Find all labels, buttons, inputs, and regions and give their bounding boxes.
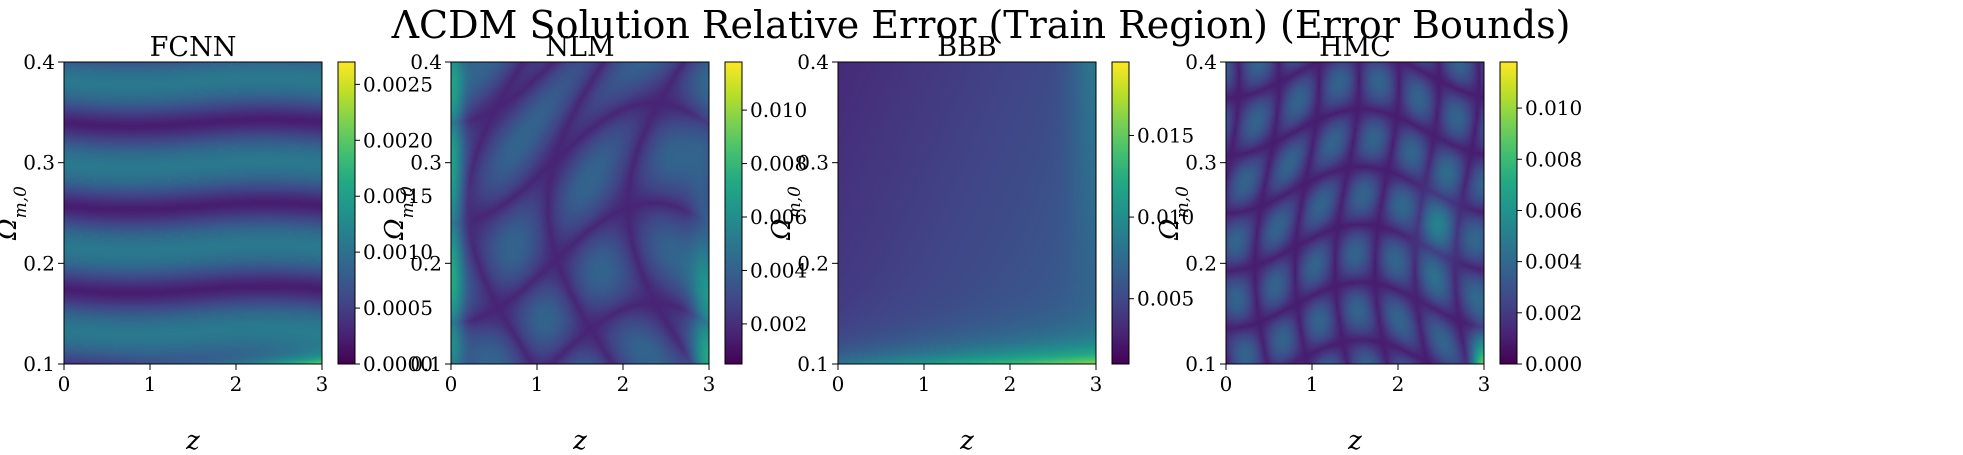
colorbar-tick-label: 0.006 [750, 205, 807, 229]
colorbar-tick-label: 0.004 [1525, 250, 1582, 274]
x-tick-label: 2 [1392, 372, 1405, 396]
colorbar-tick-label: 0.0010 [363, 240, 433, 264]
panel-title: FCNN [150, 32, 237, 63]
plot-frame [837, 61, 1097, 365]
colorbar-tick-label: 0.015 [1137, 123, 1194, 147]
colorbar [1111, 61, 1130, 365]
colorbar-tick-label: 0.008 [750, 152, 807, 176]
colorbar-tick-label: 0.006 [1525, 198, 1582, 222]
x-tick-label: 2 [230, 372, 243, 396]
x-tick-label: 1 [918, 372, 931, 396]
colorbar-tick-label: 0.002 [1525, 301, 1582, 325]
figure-title: ΛCDM Solution Relative Error (Train Regi… [391, 3, 1571, 47]
y-tick-label: 0.4 [797, 50, 829, 74]
plot-frame [450, 61, 710, 365]
x-tick-label: 1 [144, 372, 157, 396]
x-axis-label: z [959, 426, 974, 455]
y-tick-label: 0.4 [23, 50, 55, 74]
colorbar-tick-label: 0.004 [750, 258, 807, 282]
colorbar-tick-label: 0.008 [1525, 147, 1582, 171]
y-tick-label: 0.1 [1185, 352, 1217, 376]
colorbar [1499, 61, 1518, 365]
heatmap-image [451, 62, 709, 364]
panel-title: BBB [937, 32, 997, 63]
x-tick-label: 0 [832, 372, 845, 396]
y-tick-label: 0.3 [1185, 151, 1217, 175]
y-tick-label: 0.4 [410, 50, 442, 74]
x-tick-label: 2 [1004, 372, 1017, 396]
y-tick-label: 0.4 [1185, 50, 1217, 74]
y-tick-label: 0.2 [410, 251, 442, 275]
colorbar-tick-label: 0.0025 [363, 72, 433, 96]
colorbar-tick-label: 0.0015 [363, 184, 433, 208]
colorbar-tick-label: 0.010 [1137, 205, 1194, 229]
y-tick-label: 0.1 [410, 352, 442, 376]
colorbar-tick-label: 0.010 [1525, 96, 1582, 120]
x-tick-label: 0 [445, 372, 458, 396]
x-axis-label: z [185, 426, 200, 455]
x-tick-label: 3 [316, 372, 329, 396]
y-axis-label: Ωm,0 [0, 186, 31, 241]
colorbar [337, 61, 356, 365]
colorbar-tick-label: 0.002 [750, 312, 807, 336]
y-tick-label: 0.1 [797, 352, 829, 376]
x-tick-label: 1 [531, 372, 544, 396]
colorbar-tick-label: 0.0020 [363, 128, 433, 152]
y-tick-label: 0.1 [23, 352, 55, 376]
x-tick-label: 1 [1306, 372, 1319, 396]
heatmap-image [838, 62, 1096, 364]
y-tick-label: 0.3 [23, 151, 55, 175]
plot-frame [63, 61, 323, 365]
x-tick-label: 3 [1478, 372, 1491, 396]
x-tick-label: 0 [1220, 372, 1233, 396]
plot-frame [1225, 61, 1485, 365]
panel-fcnn: FCNN 0 1 2 3 0.1 0.2 0.3 0.4 z Ωm,0 0.0000 0.0005 0.0… [0, 32, 433, 455]
colorbar-tick-label: 0.000 [1525, 352, 1582, 376]
x-tick-label: 3 [1090, 372, 1103, 396]
colorbar [724, 61, 743, 365]
x-axis-label: z [1347, 426, 1362, 455]
heatmap-image [64, 62, 322, 364]
colorbar-tick-label: 0.005 [1137, 287, 1194, 311]
y-tick-label: 0.2 [23, 251, 55, 275]
colorbar-tick-label: 0.0005 [363, 296, 433, 320]
panel-title: HMC [1319, 32, 1391, 63]
y-tick-label: 0.3 [410, 151, 442, 175]
colorbar-tick-label: 0.010 [750, 98, 807, 122]
y-tick-label: 0.2 [1185, 251, 1217, 275]
x-tick-label: 0 [58, 372, 71, 396]
heatmap-image [1226, 62, 1484, 364]
y-tick-label: 0.2 [797, 251, 829, 275]
x-axis-label: z [572, 426, 587, 455]
y-tick-label: 0.3 [797, 151, 829, 175]
panel-title: NLM [545, 32, 614, 63]
x-tick-label: 2 [617, 372, 630, 396]
x-tick-label: 3 [703, 372, 716, 396]
colorbar-tick-label: 0.0000 [363, 352, 433, 376]
